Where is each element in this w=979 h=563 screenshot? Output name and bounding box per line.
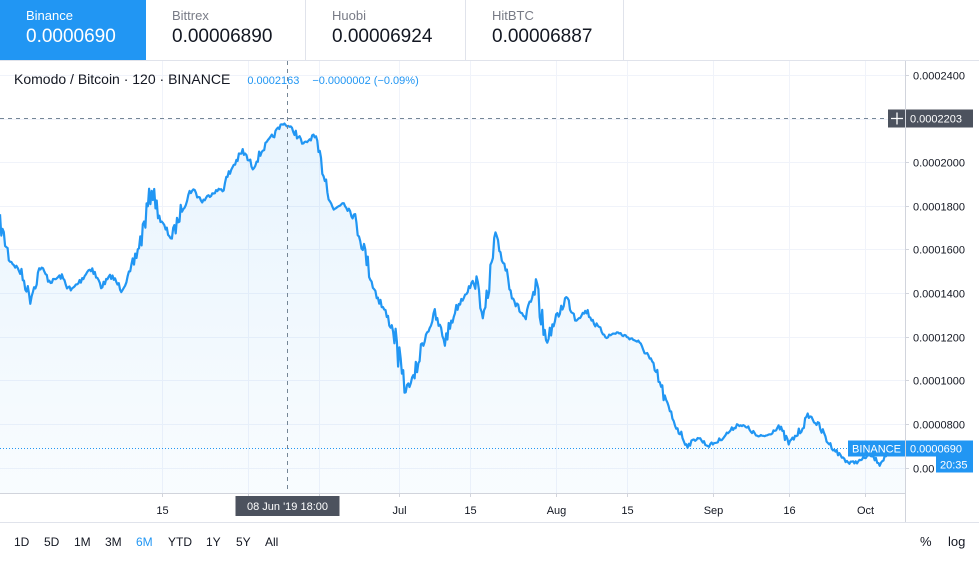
crosshair-date-label-text: 08 Jun '19 18:00	[247, 501, 328, 513]
exchange-name: HitBTC	[492, 8, 534, 23]
x-tick-label: Jul	[392, 505, 406, 517]
exchange-tabs: Binance 0.0000690 Bittrex 0.00006890 Huo…	[0, 0, 979, 60]
log-toggle[interactable]: log	[948, 534, 966, 549]
y-tick-label: 0.0000800	[913, 420, 965, 432]
exchange-price: 0.00006924	[332, 26, 433, 47]
x-tick-label: 16	[783, 505, 795, 517]
exchange-price: 0.00006890	[172, 26, 273, 47]
y-tick-label: 0.0001400	[913, 289, 965, 301]
x-tick-label: 15	[621, 505, 633, 517]
legend-change: −0.0000002 (−0.09%)	[312, 75, 419, 87]
range-5y[interactable]: 5Y	[236, 535, 251, 549]
bottom-toolbar: 1D 5D 1M 3M 6M YTD 1Y 5Y All % log	[0, 522, 979, 563]
exchange-tab-hitbtc[interactable]: HitBTC 0.00006887	[466, 0, 624, 60]
last-price-label-text: 0.0000690	[910, 444, 962, 456]
countdown-label-text: 20:35	[940, 460, 968, 472]
chart-legend: Komodo / Bitcoin · 120 · BINANCE 0.00021…	[14, 71, 419, 87]
axis-labels: 0.0002203 08 Jun '19 18:00 BINANCE 0.000069…	[235, 109, 973, 516]
exchange-price-label: BINANCE	[848, 440, 905, 457]
y-tick-label: 0.0002000	[913, 158, 965, 170]
range-3m[interactable]: 3M	[105, 535, 122, 549]
exchange-name: Bittrex	[172, 8, 209, 23]
exchange-tab-bittrex[interactable]: Bittrex 0.00006890	[146, 0, 306, 60]
exchange-tab-huobi[interactable]: Huobi 0.00006924	[306, 0, 466, 60]
tabs-divider	[0, 60, 979, 61]
crosshair-price-label-text: 0.0002203	[910, 114, 962, 126]
price-line	[0, 122, 906, 467]
y-tick-label: 0.0001000	[913, 376, 965, 388]
exchange-name: Huobi	[332, 8, 366, 23]
range-ytd[interactable]: YTD	[168, 535, 192, 549]
price-axis[interactable]: 0.00024000.00022000.00020000.00018000.00…	[905, 71, 965, 476]
y-tick-label: 0.0002400	[913, 71, 965, 83]
crosshair-date-label: 08 Jun '19 18:00	[235, 496, 340, 516]
x-tick-label: Aug	[547, 505, 567, 517]
legend-value: 0.0002163	[247, 75, 300, 87]
exchange-price: 0.00006887	[492, 26, 593, 47]
symbol-title[interactable]: Komodo / Bitcoin · 120 · BINANCE	[14, 71, 231, 87]
exchange-name: Binance	[26, 8, 73, 23]
exchange-price-label-bg	[848, 440, 905, 457]
y-tick-label: 0.0001600	[913, 245, 965, 257]
x-tick-label: 15	[464, 505, 476, 517]
last-price-label: 0.0000690	[906, 440, 973, 457]
exchange-price-label-text: BINANCE	[852, 444, 901, 456]
percent-toggle[interactable]: %	[920, 534, 932, 549]
exchange-price: 0.0000690	[26, 26, 116, 47]
x-tick-label: Oct	[857, 505, 874, 517]
price-chart[interactable]: 0.00024000.00022000.00020000.00018000.00…	[0, 61, 979, 522]
countdown-label: 20:35	[936, 456, 973, 473]
range-1y[interactable]: 1Y	[206, 535, 221, 549]
y-tick-label: 0.0001200	[913, 333, 965, 345]
range-1m[interactable]: 1M	[74, 535, 91, 549]
y-tick-label: 0.00	[913, 464, 934, 476]
crosshair-date-label-bg	[235, 496, 340, 516]
range-all[interactable]: All	[265, 535, 279, 549]
countdown-label-bg	[936, 456, 973, 473]
crosshair-price-label-bg	[906, 109, 973, 128]
range-5d[interactable]: 5D	[44, 535, 60, 549]
last-price-label-bg	[906, 440, 973, 457]
x-tick-label: Sep	[704, 505, 724, 517]
y-tick-label: 0.0001800	[913, 202, 965, 214]
x-tick-label: 15	[156, 505, 168, 517]
crosshair-price-label: 0.0002203	[906, 109, 973, 128]
crosshair	[0, 61, 905, 493]
range-6m[interactable]: 6M	[136, 535, 153, 549]
exchange-tab-binance[interactable]: Binance 0.0000690	[0, 0, 146, 60]
price-area-fill	[0, 123, 905, 493]
crosshair-plus-icon	[888, 109, 905, 128]
range-1d[interactable]: 1D	[14, 535, 30, 549]
